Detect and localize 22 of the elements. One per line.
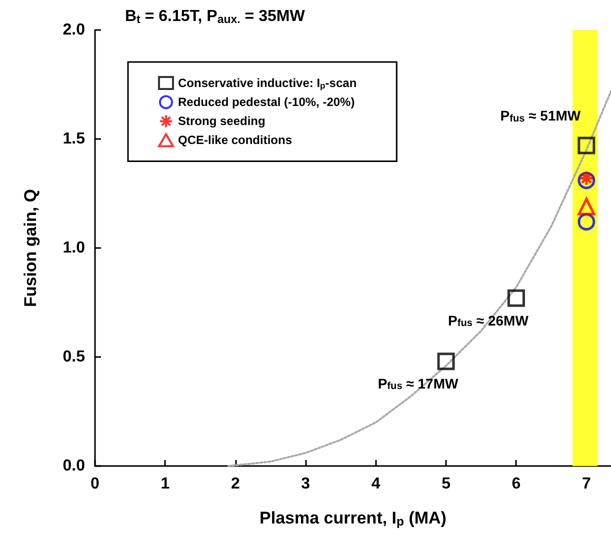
x-tick-label: 5 [442,476,451,492]
x-tick-label: 3 [301,476,310,492]
x-tick-label: 1 [160,476,170,492]
x-tick-label: 7 [582,476,591,492]
y-tick-label: 0.5 [62,348,86,366]
point [578,136,596,154]
x-tick-label: 6 [512,476,521,492]
point [578,170,594,186]
point [437,352,455,370]
x-tick-label: 4 [371,476,380,492]
legend-label: QCE-like conditions [178,133,292,148]
y-tick-label: 2.0 [62,22,86,38]
point [578,198,596,216]
legend-label: Strong seeding [178,114,266,128]
y-tick-label: 0.0 [62,458,86,474]
y-axis-title: Fusion gain, Q [21,188,40,308]
point [507,289,525,307]
y-tick-label: 1.5 [62,130,86,148]
x-tick-label: 2 [230,476,240,492]
legend-label: Reduced pedestal (-10%, -20%) [178,95,355,110]
y-tick-label: 1.0 [62,240,86,256]
x-tick-label: 0 [90,476,100,492]
